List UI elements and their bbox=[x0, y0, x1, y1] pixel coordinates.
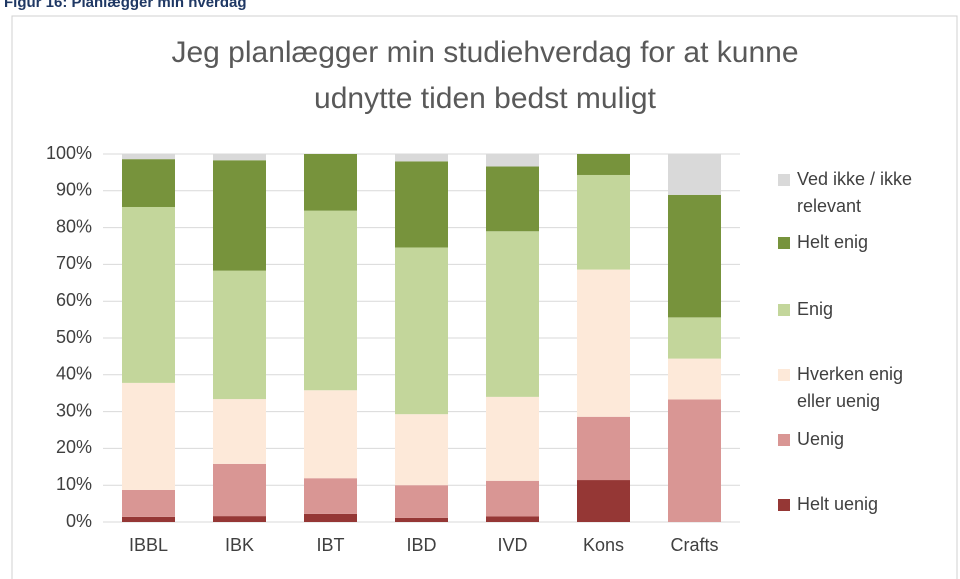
x-tick-label: IBT bbox=[316, 535, 344, 555]
bar-segment bbox=[577, 480, 630, 522]
legend-swatch bbox=[778, 304, 790, 316]
bar-segment bbox=[486, 396, 539, 481]
bar-segment bbox=[304, 154, 357, 211]
x-tick-label: IBK bbox=[225, 535, 254, 555]
legend-label: Helt uenig bbox=[797, 494, 878, 514]
x-tick-label: Crafts bbox=[670, 535, 718, 555]
caption: Figur 16: Planlægger min hverdag bbox=[4, 0, 247, 11]
bar-segment bbox=[122, 516, 175, 522]
bar-segment bbox=[304, 210, 357, 391]
legend-swatch bbox=[778, 174, 790, 186]
bar-segment bbox=[395, 161, 448, 248]
y-tick-label: 0% bbox=[66, 511, 92, 531]
bar-segment bbox=[304, 478, 357, 514]
legend-label: Uenig bbox=[797, 429, 844, 449]
y-tick-label: 40% bbox=[56, 364, 92, 384]
bar-segment bbox=[486, 231, 539, 397]
bar-segment bbox=[213, 160, 266, 271]
bar-segment bbox=[577, 154, 630, 175]
bar-segment bbox=[486, 166, 539, 232]
bar-segment bbox=[486, 154, 539, 167]
legend-label: Helt enig bbox=[797, 232, 868, 252]
bar-segment bbox=[122, 489, 175, 517]
y-tick-label: 60% bbox=[56, 290, 92, 310]
legend-label: Enig bbox=[797, 299, 833, 319]
chart-title: Jeg planlægger min studiehverdag for at … bbox=[171, 36, 798, 115]
legend-swatch bbox=[778, 434, 790, 446]
x-tick-label: IBD bbox=[406, 535, 436, 555]
bar-segment bbox=[304, 513, 357, 522]
legend-swatch bbox=[778, 237, 790, 249]
bar-segment bbox=[395, 414, 448, 486]
bar-segment bbox=[486, 516, 539, 522]
bar-segment bbox=[668, 194, 721, 318]
x-tick-label: Kons bbox=[583, 535, 624, 555]
bar-segment bbox=[668, 317, 721, 359]
legend-swatch bbox=[778, 369, 790, 381]
bar-segment bbox=[395, 517, 448, 522]
bar-segment bbox=[213, 463, 266, 517]
bar-segment bbox=[668, 358, 721, 400]
bar-segment bbox=[304, 390, 357, 479]
bar-segment bbox=[122, 206, 175, 383]
y-tick-label: 20% bbox=[56, 437, 92, 457]
y-tick-label: 100% bbox=[46, 143, 92, 163]
y-tick-label: 10% bbox=[56, 474, 92, 494]
bar-segment bbox=[668, 399, 721, 522]
bar-segment bbox=[577, 174, 630, 270]
y-tick-label: 30% bbox=[56, 400, 92, 420]
bar-segment bbox=[213, 399, 266, 464]
y-tick-label: 80% bbox=[56, 216, 92, 236]
bar-segment bbox=[122, 154, 175, 160]
bar-segment bbox=[486, 480, 539, 517]
bar-segment bbox=[395, 485, 448, 518]
bar-segment bbox=[395, 154, 448, 162]
legend-swatch bbox=[778, 499, 790, 511]
bar-segment bbox=[577, 416, 630, 481]
bar-segment bbox=[213, 516, 266, 522]
bar-segment bbox=[395, 247, 448, 415]
legend-label: Hverken enig eller uenig bbox=[797, 364, 903, 411]
y-tick-label: 50% bbox=[56, 327, 92, 347]
y-tick-label: 70% bbox=[56, 253, 92, 273]
bar-segment bbox=[668, 154, 721, 195]
x-tick-label: IVD bbox=[497, 535, 527, 555]
bar-segment bbox=[577, 269, 630, 417]
legend-label: Ved ikke / ikke relevant bbox=[797, 169, 912, 216]
y-tick-label: 90% bbox=[56, 180, 92, 200]
bar-segment bbox=[122, 382, 175, 490]
x-tick-label: IBBL bbox=[129, 535, 168, 555]
bar-segment bbox=[213, 270, 266, 400]
bar-segment bbox=[213, 154, 266, 161]
bar-segment bbox=[122, 159, 175, 207]
